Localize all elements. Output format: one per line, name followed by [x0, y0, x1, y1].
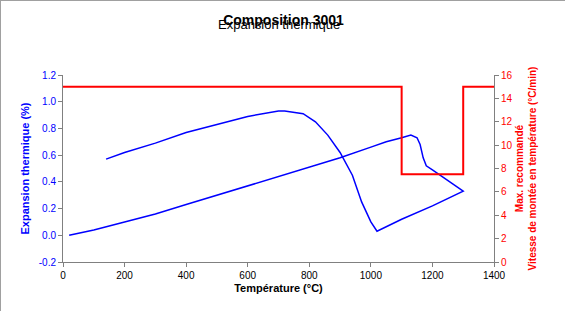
svg-text:16: 16 [501, 70, 513, 81]
svg-text:10: 10 [501, 140, 513, 151]
svg-text:Max. recommandéVitesse de mont: Max. recommandéVitesse de montée en temp… [514, 67, 538, 271]
svg-text:0.2: 0.2 [42, 203, 56, 214]
svg-text:800: 800 [301, 270, 318, 281]
svg-text:4: 4 [501, 210, 507, 221]
svg-text:400: 400 [178, 270, 195, 281]
svg-text:2: 2 [501, 233, 507, 244]
svg-text:Expansion thermique (%): Expansion thermique (%) [19, 102, 31, 234]
svg-text:1200: 1200 [421, 270, 444, 281]
svg-text:600: 600 [239, 270, 256, 281]
svg-text:200: 200 [116, 270, 133, 281]
svg-text:Température (°C): Température (°C) [234, 282, 323, 294]
svg-text:Composition 3001: Composition 3001 [223, 12, 344, 28]
svg-text:12: 12 [501, 116, 513, 127]
svg-text:1.0: 1.0 [42, 96, 56, 107]
svg-text:0.0: 0.0 [42, 230, 56, 241]
svg-text:Expansion thermique: Expansion thermique [218, 17, 340, 32]
svg-text:0.4: 0.4 [42, 176, 56, 187]
svg-text:0: 0 [60, 270, 66, 281]
svg-text:0: 0 [501, 257, 507, 268]
svg-text:-0.2: -0.2 [39, 257, 57, 268]
svg-text:1000: 1000 [360, 270, 383, 281]
svg-text:0.8: 0.8 [42, 123, 56, 134]
svg-text:8: 8 [501, 163, 507, 174]
svg-text:14: 14 [501, 93, 513, 104]
svg-text:1400: 1400 [483, 270, 506, 281]
svg-text:1.2: 1.2 [42, 70, 56, 81]
svg-text:0.6: 0.6 [42, 150, 56, 161]
svg-text:6: 6 [501, 186, 507, 197]
